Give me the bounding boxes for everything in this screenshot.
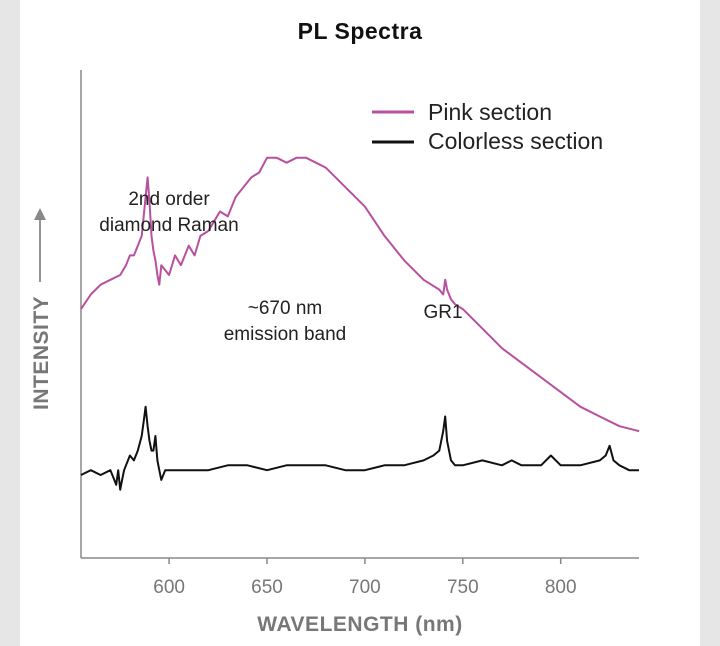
x-tick-label: 700 (349, 577, 381, 598)
annotation-emission-line1: ~670 nm (248, 298, 322, 319)
x-tick-label: 600 (153, 577, 185, 598)
x-ticks: 600 650 700 750 800 (153, 558, 577, 598)
annotation-emission-line2: emission band (224, 324, 347, 345)
x-tick-label: 800 (545, 577, 577, 598)
legend-label-pink: Pink section (428, 99, 552, 125)
x-axis-label: WAVELENGTH (nm) (257, 613, 462, 636)
colorless-section-line (80, 405, 639, 491)
y-axis-label-group: INTENSITY (30, 208, 53, 410)
pink-section-line (80, 156, 640, 433)
x-tick-label: 750 (447, 577, 479, 598)
legend: Pink section Colorless section (372, 99, 603, 154)
annotation-raman-line2: diamond Raman (99, 215, 238, 236)
x-tick-label: 650 (251, 577, 283, 598)
y-axis-label: INTENSITY (30, 296, 53, 410)
y-axis-arrow-head (34, 208, 46, 220)
chart-panel (20, 0, 700, 646)
chart-title: PL Spectra (297, 18, 423, 44)
legend-label-colorless: Colorless section (428, 128, 603, 154)
annotation-gr1: GR1 (423, 302, 462, 323)
annotation-raman-line1: 2nd order (128, 189, 210, 210)
